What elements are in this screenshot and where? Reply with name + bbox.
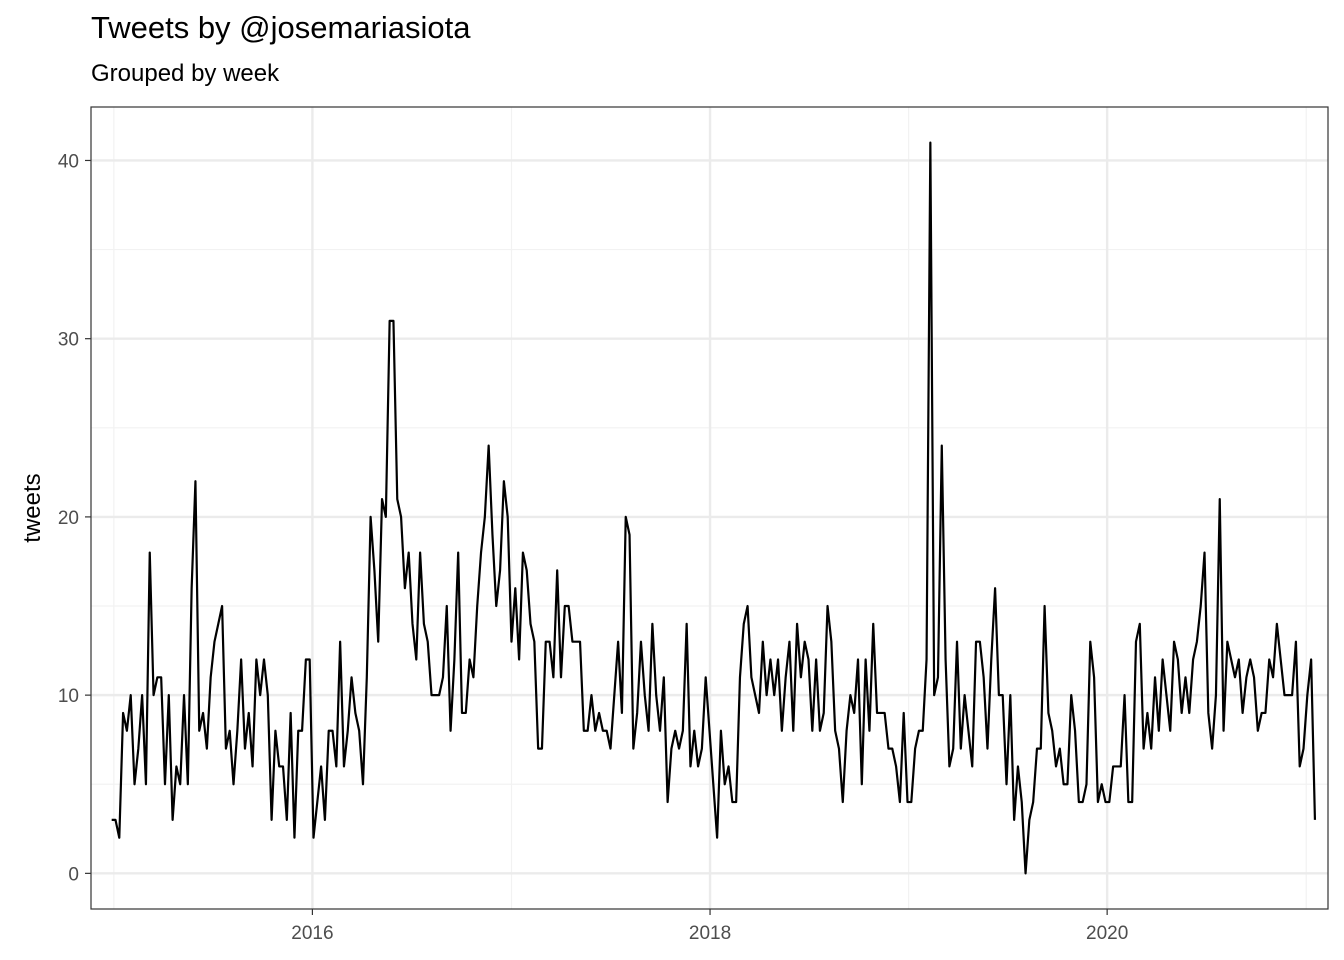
series-layer [111, 141, 1317, 875]
series-line [111, 141, 1317, 875]
chart-title: Tweets by @josemariasiota [91, 10, 471, 45]
axis-tick-labels: 0 10 20 30 40 2016 2018 2020 [58, 151, 1128, 944]
x-tick-label: 2020 [1086, 923, 1128, 944]
x-tick-label: 2016 [291, 923, 333, 944]
y-tick-label: 40 [58, 151, 79, 172]
y-axis-title: tweets [19, 473, 46, 542]
axis-ticks [85, 159, 1108, 915]
y-tick-label: 10 [58, 686, 79, 707]
y-tick-label: 20 [58, 508, 79, 529]
chart-subtitle: Grouped by week [91, 60, 280, 87]
y-tick-label: 0 [68, 864, 79, 885]
x-tick-label: 2018 [689, 923, 731, 944]
major-gridlines [91, 107, 1328, 909]
y-tick-label: 30 [58, 330, 79, 351]
